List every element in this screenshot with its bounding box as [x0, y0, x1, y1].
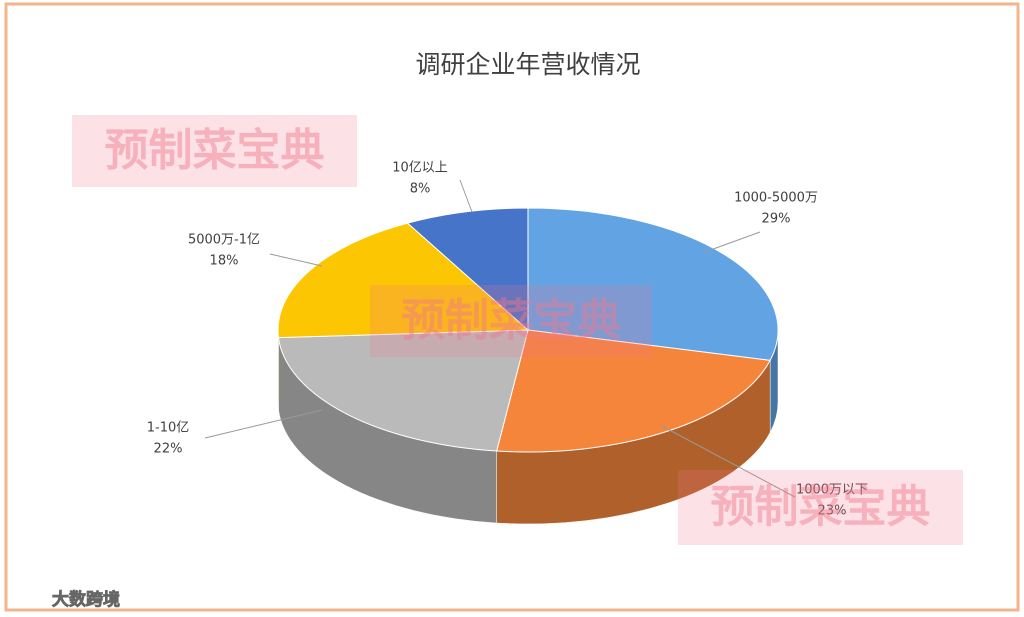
slice-value-label: 29%: [762, 212, 791, 227]
slice: [496, 329, 771, 453]
watermark-box: [370, 285, 652, 357]
slice-label: 1-10亿: [147, 421, 190, 436]
chart-title: 调研企业年营收情况: [415, 50, 640, 79]
slice: [406, 207, 529, 332]
watermark: 预制菜宝典: [105, 125, 325, 176]
source-label: 大数跨境: [52, 589, 120, 610]
slice: [277, 329, 529, 452]
watermark: 预制菜宝典: [401, 295, 621, 346]
leader-line: [704, 231, 761, 253]
leader-line: [269, 253, 323, 267]
slice-value-label: 18%: [210, 254, 239, 269]
slice: [277, 222, 530, 339]
watermark-box: [72, 115, 357, 187]
slice: [527, 207, 779, 361]
slice-value-label: 22%: [154, 442, 183, 457]
leader-line: [659, 424, 796, 498]
slice-label: 1000-5000万: [734, 191, 818, 206]
leader-line: [459, 179, 473, 213]
slice-value-label: 8%: [410, 182, 431, 197]
slice-value-label: 23%: [818, 504, 847, 519]
slice-label: 10亿以上: [392, 161, 448, 176]
slice-label: 1000万以下: [796, 483, 868, 498]
watermark: 预制菜宝典: [711, 482, 931, 533]
watermark-box: [678, 470, 963, 545]
leader-line: [204, 409, 323, 439]
slice-label: 5000万-1亿: [188, 233, 260, 248]
